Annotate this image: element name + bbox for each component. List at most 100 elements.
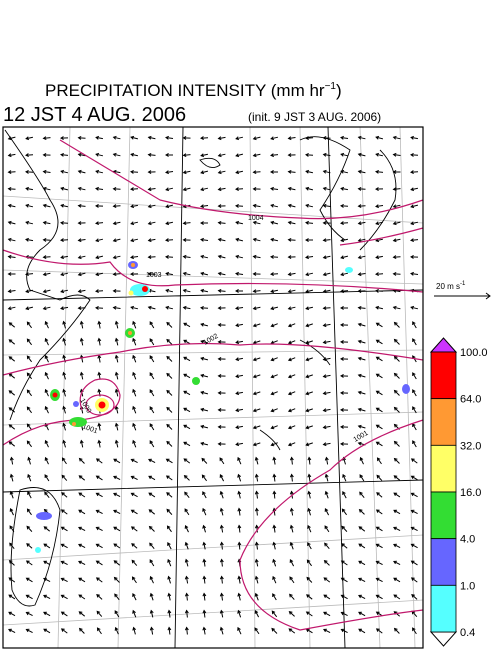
wind-arrow	[26, 525, 33, 532]
wind-arrow	[237, 490, 242, 499]
wind-arrow	[217, 220, 226, 225]
wind-arrow	[270, 203, 279, 208]
wind-arrow	[60, 594, 68, 600]
wind-arrow	[357, 255, 366, 260]
wind-arrow	[200, 390, 209, 395]
wind-arrow	[412, 372, 417, 380]
wind-arrow	[200, 441, 209, 446]
wind-arrow	[217, 306, 226, 311]
rain-cells	[35, 261, 410, 553]
wind-arrow	[307, 524, 312, 533]
wind-arrow	[78, 627, 85, 634]
wind-arrow	[376, 457, 382, 465]
wind-arrow	[252, 271, 261, 276]
wind-arrow	[322, 323, 331, 328]
wind-arrow	[202, 575, 207, 584]
wind-arrow	[272, 593, 277, 601]
wind-arrow	[322, 186, 331, 191]
wind-arrow	[25, 306, 34, 311]
colorbar-label: 16.0	[460, 487, 481, 499]
wind-arrow	[95, 289, 104, 294]
wind-arrow	[43, 611, 51, 617]
wind-arrow	[167, 542, 172, 550]
wind-arrow	[25, 560, 33, 566]
wind-arrow	[412, 389, 417, 397]
wind-arrow	[375, 543, 383, 549]
map-frame	[2, 126, 424, 649]
wind-arrow	[114, 439, 119, 448]
wind-arrow	[200, 254, 209, 259]
wind-arrow	[182, 254, 191, 259]
wind-arrow	[183, 356, 191, 362]
wind-arrow	[166, 423, 173, 430]
wind-arrow	[97, 439, 102, 448]
wind-arrow	[272, 541, 277, 550]
wind-arrow	[149, 559, 155, 567]
wind-arrow	[287, 169, 296, 174]
wind-arrow	[219, 490, 224, 499]
wind-arrow	[202, 507, 207, 516]
wind-arrow	[410, 170, 419, 175]
wind-arrow	[410, 254, 419, 259]
wind-arrow	[340, 339, 349, 344]
wind-arrow	[393, 526, 401, 532]
lat-lon-grid	[2, 126, 424, 649]
wind-arrow	[182, 305, 191, 310]
wind-arrow	[341, 508, 347, 516]
wind-arrow	[42, 220, 51, 225]
wind-arrow	[217, 424, 226, 429]
wind-arrow	[305, 169, 314, 174]
wind-arrow	[7, 220, 16, 225]
wind-arrow	[252, 254, 261, 259]
wind-arrow	[112, 255, 121, 260]
wind-arrow	[62, 405, 67, 414]
wind-arrow	[287, 289, 296, 294]
wind-arrow	[79, 371, 84, 380]
wind-arrow	[183, 322, 191, 328]
wind-arrow	[235, 306, 244, 311]
wind-arrow	[132, 388, 137, 397]
wind-arrow	[165, 152, 173, 157]
wind-arrow	[252, 391, 261, 396]
wind-arrow	[340, 356, 349, 361]
wind-arrow	[287, 272, 296, 277]
wind-arrow	[60, 136, 69, 141]
wind-arrow	[375, 272, 384, 277]
wind-arrow	[270, 408, 278, 413]
wind-arrow	[96, 627, 102, 635]
wind-arrow	[200, 373, 209, 378]
wind-arrow	[182, 237, 191, 242]
wind-arrow	[237, 541, 242, 550]
wind-arrow	[132, 405, 137, 414]
wind-arrow	[8, 628, 16, 634]
wind-arrow	[78, 457, 85, 464]
wind-arrow	[184, 508, 190, 516]
wind-arrow	[393, 509, 401, 515]
wind-arrow	[130, 238, 139, 243]
wind-arrow	[324, 542, 330, 550]
wind-arrow	[95, 152, 104, 157]
wind-arrow	[43, 526, 51, 532]
wind-arrow	[147, 271, 156, 276]
wind-arrow	[25, 186, 33, 191]
wind-arrow	[26, 321, 32, 329]
wind-arrow	[200, 322, 209, 327]
wind-arrow	[7, 170, 16, 175]
wind-arrow	[272, 575, 277, 584]
wind-arrow	[305, 255, 314, 260]
wind-arrow	[358, 594, 366, 600]
wind-arrow	[217, 187, 226, 192]
wind-arrow	[235, 170, 244, 175]
wind-arrow	[270, 289, 279, 294]
wind-arrow	[217, 339, 226, 344]
wind-arrow	[307, 490, 312, 499]
wind-arrow	[7, 136, 16, 141]
wind-arrow	[44, 371, 49, 380]
init-time: (init. 9 JST 3 AUG. 2006)	[248, 110, 381, 124]
wind-arrow	[166, 406, 173, 413]
wind-arrow	[77, 169, 86, 174]
wind-arrow	[342, 473, 347, 482]
wind-arrow	[375, 441, 383, 447]
wind-arrow	[60, 255, 68, 260]
